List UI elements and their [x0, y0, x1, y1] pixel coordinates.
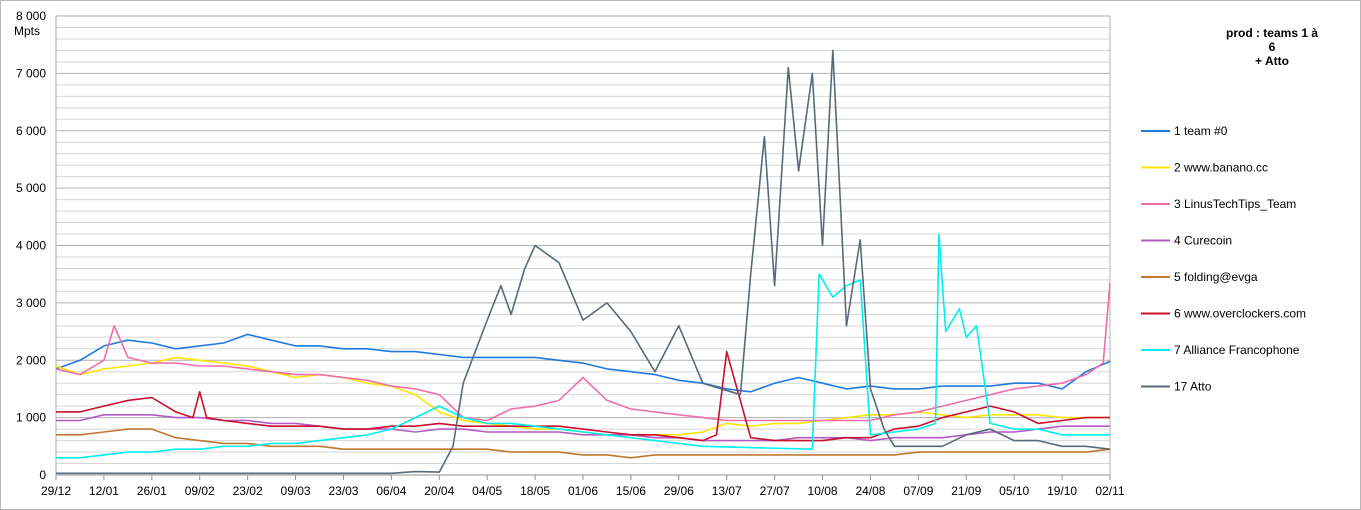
chart-title: prod : teams 1 à 6 + Atto	[1222, 26, 1322, 68]
legend-label: 2 www.banano.cc	[1174, 161, 1268, 175]
x-axis-ticks: 29/12 12/01 26/01 09/02 23/02 09/03 23/03 06/04…	[41, 475, 1125, 498]
x-tick-label: 10/08	[808, 484, 838, 498]
x-tick-label: 09/02	[185, 484, 215, 498]
x-tick-label: 04/05	[472, 484, 502, 498]
x-tick-label: 23/02	[233, 484, 263, 498]
x-tick-label: 13/07	[712, 484, 742, 498]
series-line-8	[56, 49, 1111, 475]
x-tick-label: 09/03	[281, 484, 311, 498]
y-tick-label: 5 000	[16, 181, 46, 195]
legend-label: 7 Alliance Francophone	[1174, 343, 1300, 357]
y-tick-label: 8 000	[16, 9, 46, 23]
y-tick-label: 4 000	[16, 239, 46, 253]
y-tick-label: 2 000	[16, 353, 46, 367]
x-tick-label: 29/12	[41, 484, 71, 498]
chart-title-line: + Atto	[1255, 54, 1289, 68]
series-line-4	[56, 413, 1110, 442]
legend-label: 1 team #0	[1174, 124, 1228, 138]
y-tick-label: 0	[39, 468, 46, 482]
x-tick-label: 07/09	[903, 484, 933, 498]
series-line-1	[55, 333, 1111, 393]
legend-label: 3 LinusTechTips_Team	[1174, 197, 1296, 211]
x-tick-label: 18/05	[520, 484, 550, 498]
chart-title-line: prod : teams 1 à 6	[1225, 26, 1319, 54]
x-tick-label: 24/08	[855, 484, 885, 498]
series-line-5	[56, 428, 1111, 459]
x-tick-label: 23/03	[328, 484, 358, 498]
series-lines	[55, 49, 1111, 475]
y-tick-label: 6 000	[16, 124, 46, 138]
x-tick-label: 20/04	[424, 484, 454, 498]
x-tick-label: 27/07	[760, 484, 790, 498]
x-tick-label: 21/09	[951, 484, 981, 498]
legend: 1 team #0 2 www.banano.cc 3 LinusTechTips_…	[1141, 124, 1306, 394]
x-tick-label: 01/06	[568, 484, 598, 498]
legend-label: 5 folding@evga	[1174, 270, 1258, 284]
y-tick-label: 1 000	[16, 411, 46, 425]
y-axis-unit-label: Mpts	[14, 24, 41, 38]
legend-label: 6 www.overclockers.com	[1174, 307, 1306, 321]
series-line-2	[55, 356, 1110, 436]
x-tick-label: 26/01	[137, 484, 167, 498]
y-axis-ticks: 0 1 000 2 000 3 000 4 000 5 000 6 000 7 000 8 00…	[16, 9, 46, 482]
series-line-3	[55, 282, 1111, 422]
grid	[55, 15, 1111, 476]
legend-label: 4 Curecoin	[1174, 234, 1232, 248]
x-tick-label: 02/11	[1095, 484, 1124, 498]
x-tick-label: 19/10	[1047, 484, 1077, 498]
x-tick-label: 06/04	[376, 484, 406, 498]
x-tick-label: 29/06	[664, 484, 694, 498]
x-tick-label: 05/10	[999, 484, 1029, 498]
x-tick-label: 12/01	[89, 484, 119, 498]
series-line-6	[56, 350, 1110, 442]
legend-label: 17 Atto	[1174, 380, 1212, 394]
y-tick-label: 7 000	[16, 66, 46, 80]
x-tick-label: 15/06	[616, 484, 646, 498]
y-tick-label: 3 000	[16, 296, 46, 310]
series-line-7	[56, 233, 1110, 459]
